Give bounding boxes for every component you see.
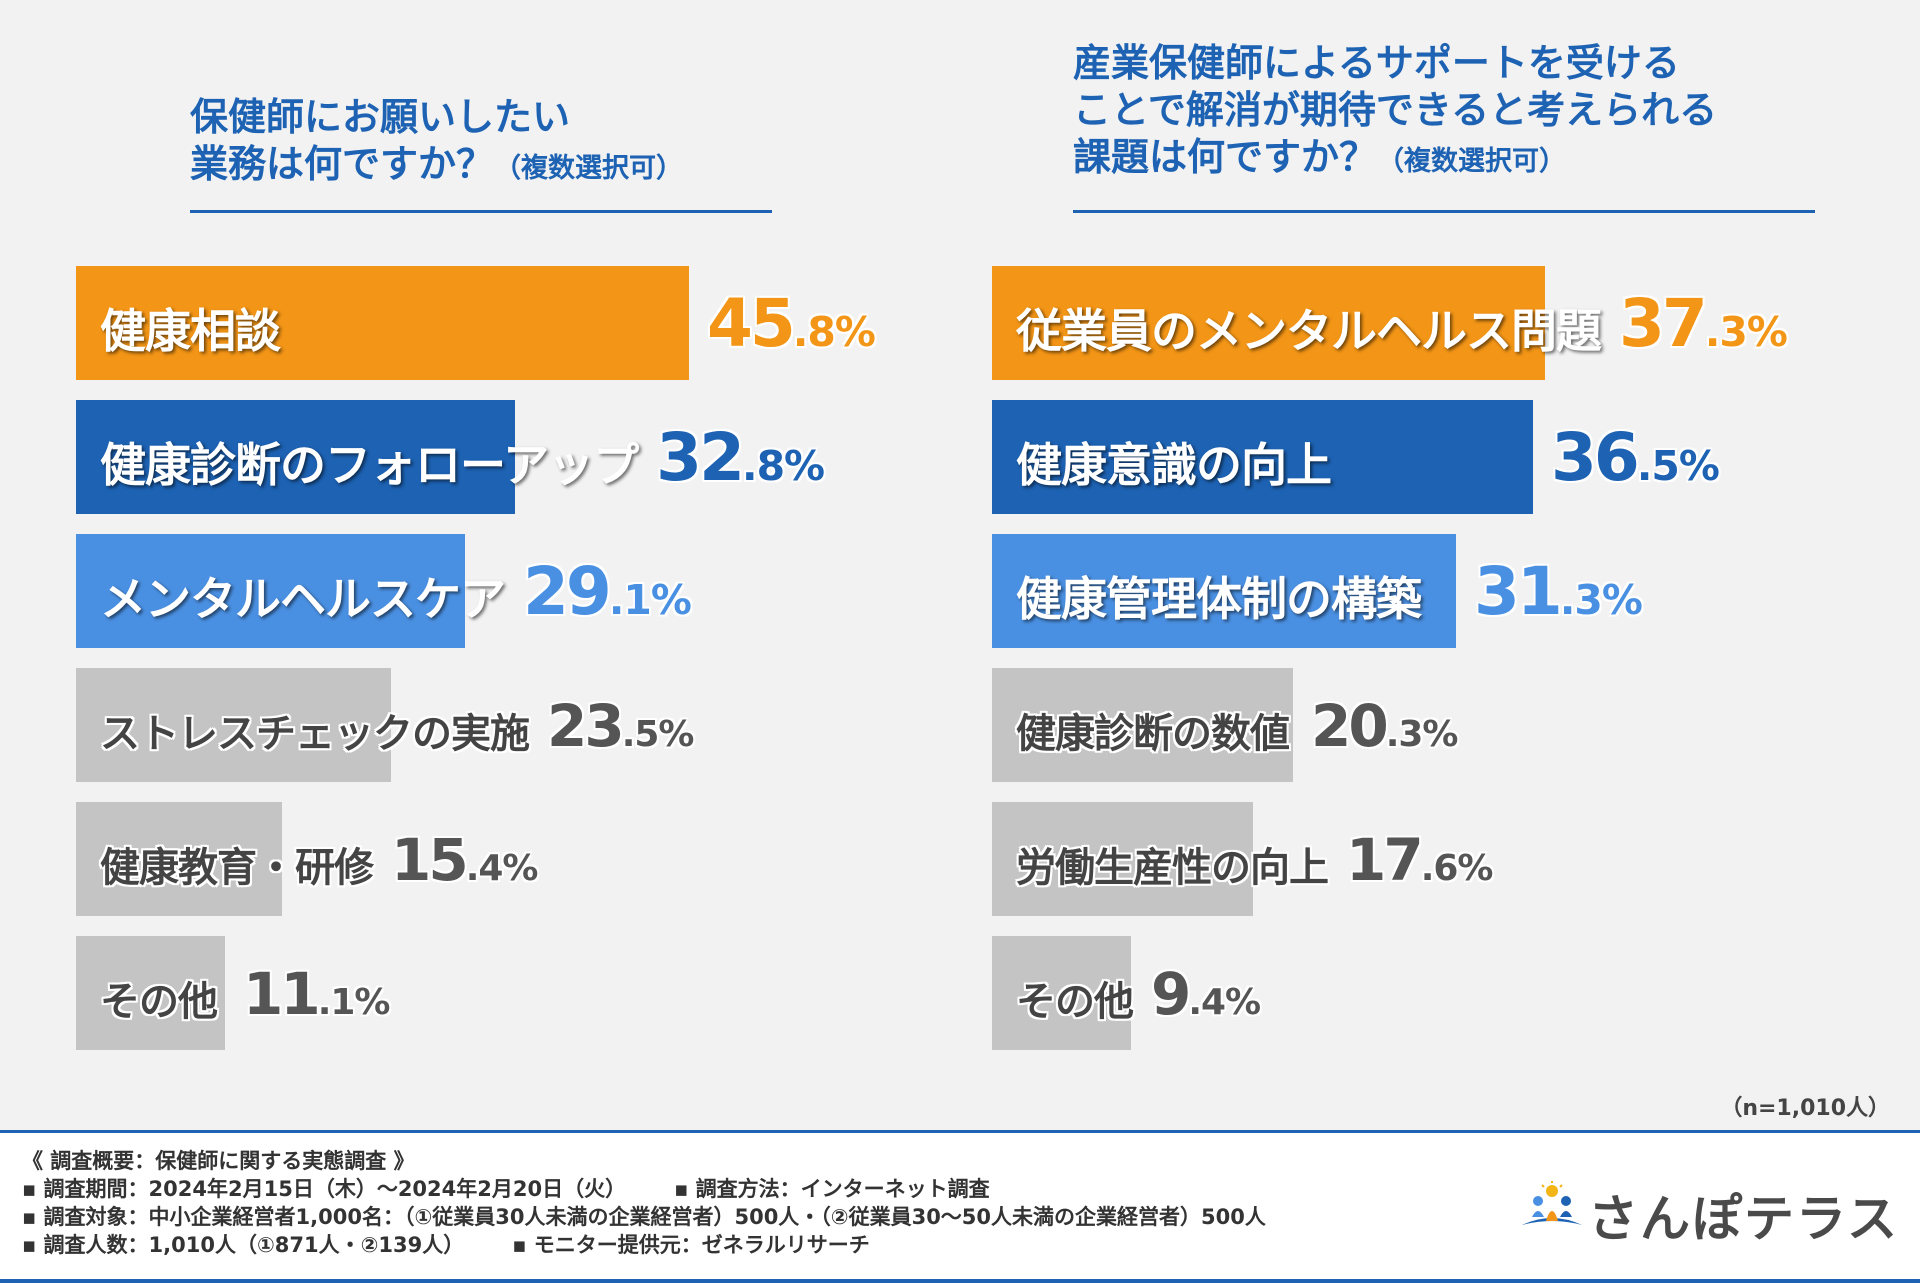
left-title-suffix: （複数選択可） (494, 153, 684, 184)
bar-left-2 (76, 534, 465, 648)
bar-right-4 (992, 802, 1253, 916)
left-title-line-1: 保健師にお願いしたい (190, 95, 571, 139)
bar-label-right-5: その他 (1016, 979, 1134, 1025)
left-title-line-2: 業務は何ですか？ (190, 142, 495, 186)
bar-label-left-0: 健康相談 (100, 304, 281, 359)
right-bar-chart: 従業員のメンタルヘルス問題 37.3% 健康意識の向上 36.5% 健康管理体制の構築 3… (960, 250, 1920, 1070)
bar-value-left-2: 29.1% (523, 553, 692, 631)
bar-label-left-5: その他 (100, 979, 218, 1025)
bar-value-right-5: 9.4% (1151, 959, 1261, 1028)
bar-value-right-2: 31.3% (1474, 553, 1643, 631)
bar-value-right-0: 37.3% (1619, 285, 1788, 363)
bar-right-5 (992, 936, 1131, 1050)
bar-right-0 (992, 266, 1545, 380)
left-chart-title: 保健師にお願いしたい 業務は何ですか？（複数選択可） (190, 94, 683, 192)
bar-value-left-3: 23.5% (547, 691, 694, 760)
bar-label-right-3: 健康診断の数値 (1016, 711, 1290, 757)
survey-target: ▪ 調査対象：中小企業経営者1,000名：（①従業員30人未満の企業経営者）50… (22, 1205, 1266, 1229)
bar-label-right-4: 労働生産性の向上 (1016, 845, 1329, 891)
bar-left-3 (76, 668, 391, 782)
bar-label-left-1: 健康診断のフォローアップ (100, 438, 639, 493)
right-chart-title: 産業保健師によるサポートを受ける ことで解消が期待できると考えられる 課題は何で… (1073, 40, 1717, 185)
bar-value-right-4: 17.6% (1346, 825, 1493, 894)
bar-left-1 (76, 400, 515, 514)
bar-right-1 (992, 400, 1533, 514)
bar-label-left-2: メンタルヘルスケア (100, 572, 506, 627)
brand: さんぽテラス (1520, 1175, 1900, 1248)
right-title-suffix: （複数選択可） (1377, 146, 1567, 177)
bar-label-left-4: 健康教育・研修 (100, 845, 374, 891)
bar-left-0 (76, 266, 689, 380)
sample-size-note: （n=1,010人） (1720, 1096, 1890, 1121)
bar-label-left-3: ストレスチェックの実施 (100, 711, 530, 757)
right-title-rule (1073, 210, 1815, 213)
right-title-line-2: ことで解消が期待できると考えられる (1073, 88, 1718, 132)
bar-label-right-1: 健康意識の向上 (1016, 438, 1332, 493)
right-title-line-1: 産業保健師によるサポートを受ける (1073, 41, 1680, 85)
bar-left-5 (76, 936, 225, 1050)
survey-period: ▪ 調査期間：2024年2月15日（木）～2024年2月20日（火） (22, 1177, 627, 1201)
survey-period-line: ▪ 調査期間：2024年2月15日（木）～2024年2月20日（火） ▪ 調査方法… (22, 1173, 990, 1203)
survey-provider: ▪ モニター提供元：ゼネラルリサーチ (512, 1233, 870, 1257)
left-title-rule (190, 210, 772, 213)
bar-value-right-1: 36.5% (1551, 419, 1720, 497)
bar-value-left-4: 15.4% (391, 825, 538, 894)
bar-label-right-0: 従業員のメンタルヘルス問題 (1016, 304, 1602, 359)
survey-method: ▪ 調査方法：インターネット調査 (674, 1177, 990, 1201)
bar-right-3 (992, 668, 1293, 782)
survey-count: ▪ 調査人数：1,010人（①871人・②139人） (22, 1233, 465, 1257)
bar-label-right-2: 健康管理体制の構築 (1016, 572, 1422, 627)
bar-value-right-3: 20.3% (1311, 691, 1458, 760)
survey-heading: 《 調査概要：保健師に関する実態調査 》 (22, 1149, 415, 1173)
survey-footer: 《 調査概要：保健師に関する実態調査 》 ▪ 調査期間：2024年2月15日（木… (0, 1130, 1920, 1283)
bar-value-left-1: 32.8% (656, 419, 825, 497)
survey-count-line: ▪ 調査人数：1,010人（①871人・②139人） ▪ モニター提供元：ゼネラル… (22, 1229, 870, 1259)
bar-right-2 (992, 534, 1456, 648)
bar-left-4 (76, 802, 282, 916)
bar-value-left-0: 45.8% (707, 285, 876, 363)
right-title-line-3: 課題は何ですか？ (1073, 135, 1378, 179)
left-bar-chart: 健康相談 45.8% 健康診断のフォローアップ 32.8% メンタルヘルスケア 29.1%… (0, 250, 960, 1070)
sanpo-terrace-logo-icon (1522, 1181, 1582, 1225)
bar-value-left-5: 11.1% (243, 959, 390, 1028)
brand-name: さんぽテラス (1588, 1190, 1899, 1248)
